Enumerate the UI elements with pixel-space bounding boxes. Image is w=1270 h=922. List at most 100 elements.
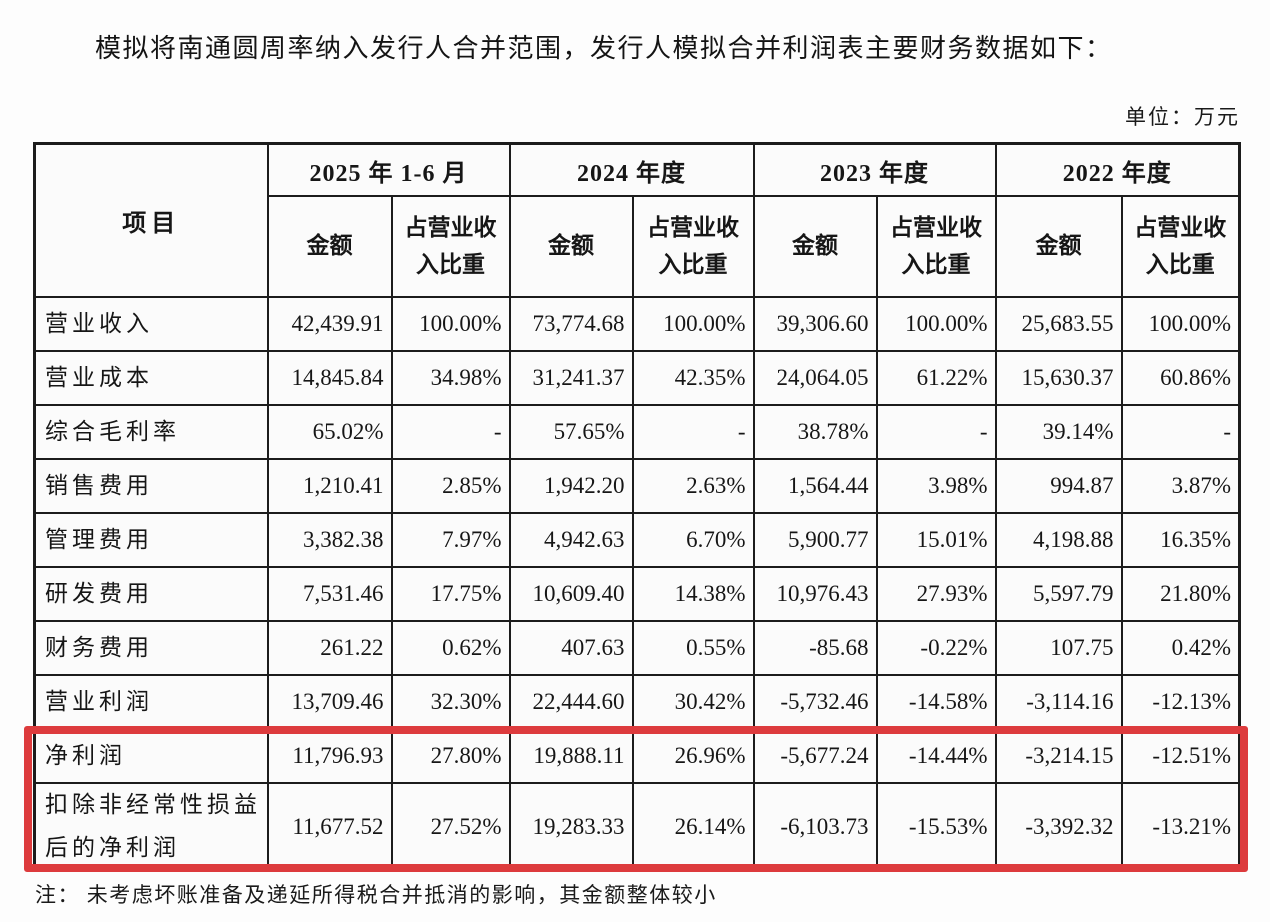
amount-cell: 24,064.05	[752, 350, 878, 406]
row-label: 研发费用	[33, 566, 269, 622]
period-header-2023: 2023 年度	[752, 142, 997, 197]
amount-cell: 7,531.46	[266, 566, 393, 622]
table-row: 财务费用 261.22 0.62% 407.63 0.55% -85.68 -0.22% 10…	[33, 620, 1241, 676]
ratio-cell: 15.01%	[875, 512, 997, 568]
amount-cell: 1,942.20	[508, 458, 634, 514]
amount-cell: 19,888.11	[508, 728, 634, 784]
amount-cell: -3,392.32	[994, 782, 1123, 872]
ratio-cell: -14.44%	[875, 728, 997, 784]
amount-cell: -3,214.15	[994, 728, 1123, 784]
ratio-cell: 2.63%	[631, 458, 755, 514]
amount-cell: 4,198.88	[994, 512, 1123, 568]
period-header-row: 项目 2025 年 1-6 月 2024 年度 2023 年度 2022 年度	[33, 142, 1241, 298]
table-row: 研发费用 7,531.46 17.75% 10,609.40 14.38% 10,976.…	[33, 566, 1241, 622]
amount-cell: 407.63	[508, 620, 634, 676]
amount-cell: 3,382.38	[266, 512, 393, 568]
amount-cell: 107.75	[994, 620, 1123, 676]
ratio-header: 占营业收入比重	[631, 195, 755, 298]
ratio-cell: 26.96%	[631, 728, 755, 784]
amount-cell: 10,609.40	[508, 566, 634, 622]
ratio-cell: 100.00%	[1120, 296, 1241, 352]
period-header-2024: 2024 年度	[508, 142, 755, 197]
amount-cell: 14,845.84	[266, 350, 393, 406]
table-row: 销售费用 1,210.41 2.85% 1,942.20 2.63% 1,564.44 3.…	[33, 458, 1241, 514]
amount-cell: -3,114.16	[994, 674, 1123, 730]
ratio-header: 占营业收入比重	[390, 195, 511, 298]
amount-cell: 11,677.52	[266, 782, 393, 872]
amount-cell: 4,942.63	[508, 512, 634, 568]
ratio-cell: 16.35%	[1120, 512, 1241, 568]
amount-header: 金额	[994, 195, 1123, 298]
amount-cell: 73,774.68	[508, 296, 634, 352]
amount-header: 金额	[508, 195, 634, 298]
row-label: 销售费用	[33, 458, 269, 514]
amount-header: 金额	[266, 195, 393, 298]
ratio-cell: -0.22%	[875, 620, 997, 676]
sub-header-row: 金额 占营业收入比重 金额 占营业收入比重 金额 占营业收入比重 金额 占营业收…	[35, 195, 1241, 298]
table-row: 净利润 11,796.93 27.80% 19,888.11 26.96% -5,677.…	[33, 728, 1241, 784]
period-header-2025: 2025 年 1-6 月	[266, 142, 511, 197]
ratio-cell: 3.87%	[1120, 458, 1241, 514]
ratio-cell: 0.42%	[1120, 620, 1241, 676]
ratio-cell: 21.80%	[1120, 566, 1241, 622]
amount-cell: 13,709.46	[266, 674, 393, 730]
amount-cell: 994.87	[994, 458, 1123, 514]
ratio-cell: 0.62%	[390, 620, 511, 676]
ratio-cell: 100.00%	[875, 296, 997, 352]
amount-cell: 25,683.55	[994, 296, 1123, 352]
table-row: 综合毛利率 65.02% -57.65% -38.78% -39.14% -	[33, 404, 1241, 460]
ratio-cell: -12.51%	[1120, 728, 1241, 784]
ratio-cell: 100.00%	[390, 296, 511, 352]
ratio-cell: 7.97%	[390, 512, 511, 568]
amount-cell: 5,900.77	[752, 512, 878, 568]
amount-cell: -5,677.24	[752, 728, 878, 784]
ratio-cell: 2.85%	[390, 458, 511, 514]
ratio-cell: 27.52%	[390, 782, 511, 872]
ratio-cell: 32.30%	[390, 674, 511, 730]
amount-cell: 1,564.44	[752, 458, 878, 514]
ratio-cell: 27.93%	[875, 566, 997, 622]
amount-cell: 39,306.60	[752, 296, 878, 352]
ratio-cell: -15.53%	[875, 782, 997, 872]
ratio-cell: -12.13%	[1120, 674, 1241, 730]
ratio-cell: 60.86%	[1120, 350, 1241, 406]
table-row: 扣除非经常性损益后的净利润 11,677.52 27.52% 19,283.33 26.…	[33, 782, 1241, 872]
footnote: 注： 未考虑坏账准备及递延所得税合并抵消的影响，其金额整体较小	[35, 883, 717, 907]
ratio-header: 占营业收入比重	[1120, 195, 1241, 298]
row-label: 扣除非经常性损益后的净利润	[33, 782, 269, 872]
ratio-cell: 26.14%	[631, 782, 755, 872]
table-row: 管理费用 3,382.38 7.97% 4,942.63 6.70% 5,900.77 15…	[33, 512, 1241, 568]
period-header-2022: 2022 年度	[994, 142, 1241, 197]
amount-cell: 22,444.60	[508, 674, 634, 730]
ratio-cell: -	[631, 404, 755, 460]
amount-cell: 15,630.37	[994, 350, 1123, 406]
amount-cell: 19,283.33	[508, 782, 634, 872]
row-label: 管理费用	[33, 512, 269, 568]
amount-cell: 65.02%	[266, 404, 393, 460]
page-title: 模拟将南通圆周率纳入发行人合并范围，发行人模拟合并利润表主要财务数据如下：	[95, 34, 1113, 63]
amount-cell: 42,439.91	[266, 296, 393, 352]
ratio-cell: 61.22%	[875, 350, 997, 406]
row-label: 综合毛利率	[33, 404, 269, 460]
financial-table: 项目 2025 年 1-6 月 2024 年度 2023 年度 2022 年度 …	[33, 142, 1241, 873]
amount-cell: 11,796.93	[266, 728, 393, 784]
ratio-cell: 6.70%	[631, 512, 755, 568]
amount-cell: 261.22	[266, 620, 393, 676]
ratio-cell: 30.42%	[631, 674, 755, 730]
amount-cell: 10,976.43	[752, 566, 878, 622]
ratio-cell: -14.58%	[875, 674, 997, 730]
ratio-cell: 17.75%	[390, 566, 511, 622]
amount-cell: 57.65%	[508, 404, 634, 460]
ratio-cell: 42.35%	[631, 350, 755, 406]
amount-cell: 39.14%	[994, 404, 1123, 460]
amount-cell: -85.68	[752, 620, 878, 676]
ratio-cell: -	[1120, 404, 1241, 460]
row-label: 营业成本	[33, 350, 269, 406]
table-row: 营业收入 42,439.91 100.00% 73,774.68 100.00% 39,3…	[33, 296, 1241, 352]
amount-cell: 38.78%	[752, 404, 878, 460]
amount-cell: 31,241.37	[508, 350, 634, 406]
amount-header: 金额	[752, 195, 878, 298]
unit-label: 单位：万元	[1125, 105, 1240, 129]
ratio-cell: 100.00%	[631, 296, 755, 352]
ratio-cell: 34.98%	[390, 350, 511, 406]
